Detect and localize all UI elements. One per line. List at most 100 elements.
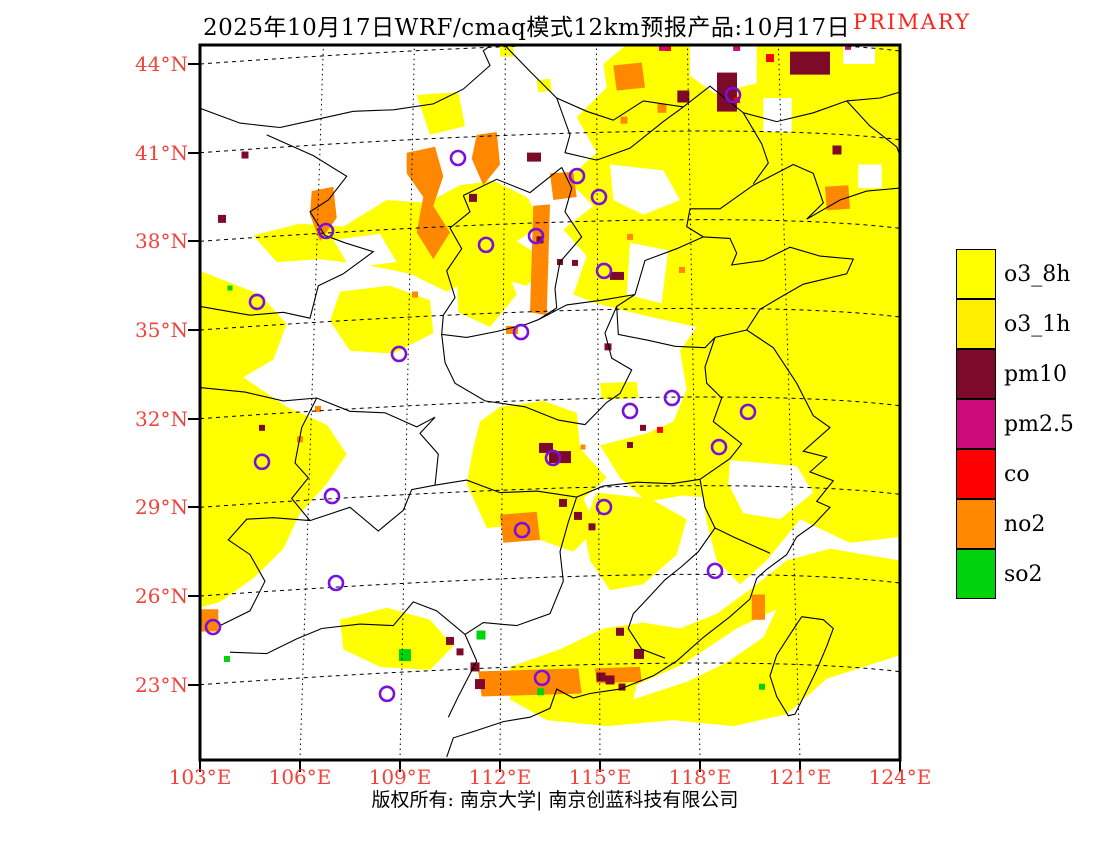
pm10-spot bbox=[445, 636, 454, 645]
pm10-spot bbox=[789, 51, 830, 75]
province-boundary bbox=[627, 527, 716, 659]
legend-swatch-pm10 bbox=[956, 349, 996, 399]
city-station-marker bbox=[390, 345, 408, 363]
pm10-spot bbox=[677, 90, 690, 103]
no2-spot bbox=[657, 103, 667, 113]
pm10-spot bbox=[573, 511, 582, 520]
clear-region bbox=[858, 164, 882, 189]
city-station-marker bbox=[512, 323, 530, 341]
so2-spot bbox=[398, 649, 411, 662]
o3-region bbox=[600, 381, 639, 400]
pm10-spot bbox=[538, 442, 553, 453]
pm10-spot bbox=[633, 648, 644, 659]
legend-label-co: co bbox=[1004, 462, 1030, 487]
legend-swatch-pm2.5 bbox=[956, 399, 996, 449]
pm10-spot bbox=[596, 672, 606, 682]
o3-region bbox=[200, 270, 347, 608]
no2-region bbox=[550, 171, 577, 200]
pm10-spot bbox=[474, 679, 485, 690]
so2-spot bbox=[758, 683, 765, 690]
pm25-spot bbox=[733, 45, 741, 51]
pm10-spot bbox=[526, 152, 541, 162]
legend-swatch-co bbox=[956, 449, 996, 499]
pm10-spot bbox=[609, 271, 624, 280]
city-station-marker bbox=[595, 498, 613, 516]
legend-swatch-o3_1h bbox=[956, 299, 996, 349]
pm10-spot bbox=[639, 424, 646, 431]
city-station-marker bbox=[513, 521, 531, 539]
lat-label: 29°N bbox=[135, 495, 188, 519]
city-station-marker bbox=[317, 222, 335, 240]
no2-region bbox=[406, 146, 450, 260]
o3-region bbox=[640, 49, 684, 88]
pm10-spot bbox=[588, 523, 596, 531]
no2-region bbox=[530, 204, 550, 316]
lat-label: 41°N bbox=[135, 141, 188, 165]
no2-spot bbox=[411, 291, 418, 298]
pm10-spot bbox=[571, 259, 578, 266]
pm10-spot bbox=[626, 441, 633, 448]
page-title: 2025年10月17日WRF/cmaq模式12km预报产品:10月17日 bbox=[203, 15, 851, 41]
province-boundary bbox=[447, 634, 478, 718]
so2-spot bbox=[537, 688, 545, 696]
legend-swatch-so2 bbox=[956, 549, 996, 599]
co-spot bbox=[664, 45, 671, 52]
lon-label: 121°E bbox=[768, 765, 832, 789]
city-station-marker bbox=[533, 669, 551, 687]
province-boundary bbox=[538, 167, 583, 321]
lon-label: 109°E bbox=[368, 765, 432, 789]
pm10-spot bbox=[605, 675, 615, 685]
latitude-gridline bbox=[200, 662, 900, 686]
lat-label: 38°N bbox=[135, 229, 188, 253]
pm10-spot bbox=[258, 424, 265, 431]
pm10-spot bbox=[604, 343, 612, 351]
no2-region bbox=[500, 511, 540, 543]
so2-spot bbox=[227, 285, 233, 291]
lat-label: 32°N bbox=[135, 407, 188, 431]
lon-label: 124°E bbox=[868, 765, 932, 789]
no2-region bbox=[478, 668, 582, 697]
lon-label: 103°E bbox=[168, 765, 232, 789]
lon-label: 106°E bbox=[268, 765, 332, 789]
no2-spot bbox=[314, 405, 321, 412]
clear-region bbox=[633, 609, 777, 700]
o3-region bbox=[583, 492, 687, 591]
pm10-spot bbox=[536, 236, 544, 244]
legend-swatch-o3_8h bbox=[956, 249, 996, 299]
province-boundary bbox=[229, 638, 297, 655]
province-boundary bbox=[634, 236, 704, 295]
map-layers bbox=[200, 45, 900, 760]
pm10-spot bbox=[558, 498, 567, 507]
no2-region bbox=[471, 132, 500, 186]
legend-swatch-no2 bbox=[956, 499, 996, 549]
latitude-gridline bbox=[200, 573, 900, 597]
lon-label: 115°E bbox=[568, 765, 632, 789]
province-boundary bbox=[556, 97, 684, 161]
city-station-marker bbox=[477, 236, 495, 254]
province-boundary bbox=[616, 294, 747, 349]
province-boundary bbox=[742, 112, 769, 185]
province-boundary bbox=[463, 166, 563, 196]
province-boundary bbox=[200, 45, 493, 129]
city-station-marker bbox=[706, 562, 724, 580]
city-station-marker bbox=[595, 262, 613, 280]
city-station-marker bbox=[710, 438, 728, 456]
pm10-spot bbox=[470, 662, 480, 672]
so2-spot bbox=[476, 630, 486, 640]
city-station-marker bbox=[323, 487, 341, 505]
pm10-spot bbox=[241, 151, 249, 159]
city-station-marker bbox=[378, 685, 396, 703]
pm25-spot bbox=[658, 45, 667, 51]
city-station-marker bbox=[544, 449, 562, 467]
o3-region bbox=[456, 262, 517, 327]
legend-label-so2: so2 bbox=[1004, 562, 1043, 587]
no2-spot bbox=[580, 444, 586, 450]
pm25-spot bbox=[844, 45, 851, 50]
legend-label-o3_1h: o3_1h bbox=[1004, 312, 1071, 337]
province-boundary bbox=[200, 387, 436, 428]
province-boundary bbox=[219, 517, 311, 627]
no2-spot bbox=[626, 233, 633, 240]
o3-region bbox=[416, 92, 465, 135]
no2-spot bbox=[620, 116, 628, 124]
